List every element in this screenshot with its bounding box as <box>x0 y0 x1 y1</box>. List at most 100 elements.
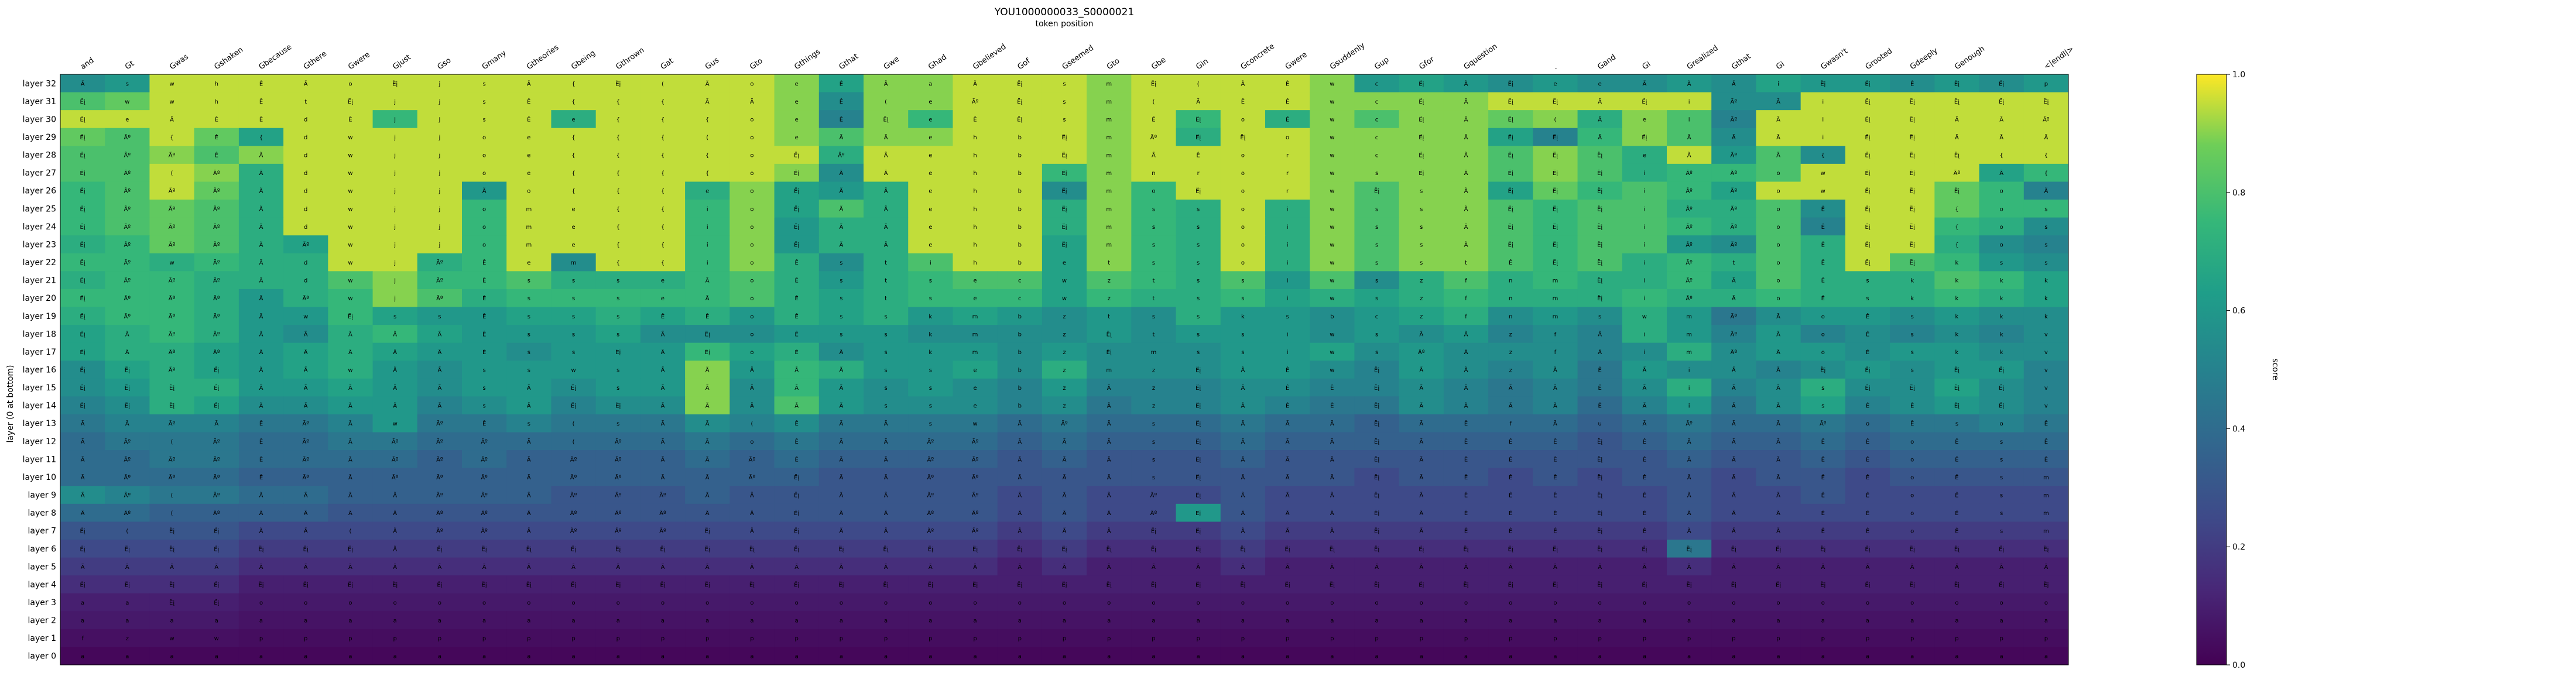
cell-label: a <box>304 654 307 660</box>
cell-label: j <box>438 170 440 177</box>
cell-label: Ã <box>527 509 531 517</box>
cell-label: Ê <box>1955 527 1958 535</box>
cell-label: Ê <box>1330 402 1334 410</box>
heatmap-cell <box>1220 181 1266 200</box>
heatmap-cell <box>953 200 998 218</box>
cell-label: e <box>929 153 932 159</box>
cell-label: Ã <box>750 509 754 517</box>
cell-label: s <box>616 368 619 374</box>
heatmap-cell <box>328 110 374 129</box>
cell-label: Ã <box>81 455 85 463</box>
cell-label: Ê <box>1643 527 1646 535</box>
cell-label: Ã <box>393 330 397 338</box>
cell-label: s <box>2000 529 2003 535</box>
cell-label: Ëį <box>1731 545 1736 553</box>
cell-label: s <box>1911 331 1914 338</box>
cell-label: a <box>616 618 620 624</box>
cell-label: Ã <box>705 455 710 463</box>
x-tick-label: Gat <box>659 57 676 72</box>
heatmap-cell <box>908 289 953 307</box>
cell-label: p <box>1420 636 1423 642</box>
cell-label: o <box>2044 600 2048 606</box>
cell-label: Ëį <box>1107 581 1112 588</box>
x-tick-label: Gi <box>1641 60 1653 71</box>
cell-label: Ëį <box>214 384 219 392</box>
cell-label: Ê <box>1553 527 1557 535</box>
cell-label: a <box>1197 618 1200 624</box>
cell-label: ( <box>751 421 753 427</box>
cell-label: Ëį <box>80 133 85 141</box>
cell-label: Ã <box>705 366 710 374</box>
heatmap-cell <box>1667 289 1712 307</box>
cell-label: p <box>884 636 888 642</box>
cell-label: e <box>973 278 977 284</box>
heatmap-cell <box>1265 146 1310 164</box>
heatmap-cell <box>1622 74 1667 93</box>
heatmap-cell <box>1443 163 1489 182</box>
heatmap-cell <box>462 146 507 164</box>
cell-label: Ã <box>1598 563 1602 571</box>
heatmap-cell <box>1979 163 2025 182</box>
cell-label: Ã <box>705 473 710 481</box>
cell-label: Ê <box>1866 473 1869 481</box>
cell-label: Ãº <box>927 455 934 463</box>
cell-label: Ã <box>259 313 263 320</box>
cell-label: Ã <box>1018 563 1022 571</box>
cell-label: p <box>1509 636 1512 642</box>
heatmap-cell <box>1934 200 1980 218</box>
y-tick-label: layer 30 <box>23 115 56 124</box>
cell-label: Ã <box>839 438 843 445</box>
cell-label: s <box>572 331 575 338</box>
cell-label: Ëį <box>1954 80 1960 87</box>
cell-label: c <box>1375 81 1379 87</box>
cell-label: t <box>1732 260 1735 266</box>
heatmap-cell <box>595 146 641 164</box>
cell-label: Ëį <box>794 223 799 231</box>
heatmap-cell <box>774 271 820 290</box>
cell-label: Ã <box>884 420 888 427</box>
cell-label: o <box>482 135 486 141</box>
heatmap-cell <box>149 200 195 218</box>
cell-label: Ã <box>1732 527 1736 535</box>
y-tick-label: layer 16 <box>23 366 56 375</box>
cell-label: ( <box>573 421 575 427</box>
cell-label: Ëį <box>1999 366 2004 374</box>
cell-label: a <box>840 654 843 660</box>
cell-label: o <box>750 331 753 338</box>
x-tick-label: Gseemed <box>1061 44 1095 72</box>
cell-label: Ëį <box>80 277 85 284</box>
heatmap-cell <box>417 235 463 254</box>
heatmap-cell <box>595 217 641 236</box>
heatmap-cell <box>1577 146 1623 164</box>
heatmap-cell <box>1488 92 1533 111</box>
cell-label: Ê <box>1464 455 1468 463</box>
cell-label: s <box>840 260 842 266</box>
heatmap-cell <box>864 74 909 93</box>
cell-label: o <box>1241 206 1245 212</box>
cell-label: Ê <box>527 98 530 105</box>
cell-label: Ãº <box>436 473 443 481</box>
cell-label: o <box>750 296 753 302</box>
cell-label: i <box>1643 242 1645 248</box>
cell-label: n <box>1509 278 1512 284</box>
heatmap-cell <box>1979 146 2025 164</box>
cell-label: Ëį <box>1374 438 1379 445</box>
cell-label: Ê <box>215 115 218 123</box>
cell-label: Ã <box>1776 420 1780 427</box>
cell-label: Ã <box>81 509 85 517</box>
heatmap-cell <box>908 253 953 272</box>
cell-label: Ãº <box>302 455 309 463</box>
cell-label: b <box>1018 135 1022 141</box>
cell-label: Ã <box>661 384 665 392</box>
cell-label: i <box>1643 296 1645 302</box>
cell-label: s <box>2044 260 2047 266</box>
heatmap-cell <box>1265 235 1310 254</box>
cell-label: Ëį <box>1865 80 1870 87</box>
cell-label: Ã <box>1241 80 1245 87</box>
cell-label: Ê <box>840 115 843 123</box>
cell-label: p <box>527 636 530 642</box>
cell-label: s <box>1063 99 1066 105</box>
cell-label: Ëį <box>1240 581 1245 588</box>
cell-label: Ê <box>795 294 799 302</box>
cell-label: u <box>1598 421 1601 427</box>
